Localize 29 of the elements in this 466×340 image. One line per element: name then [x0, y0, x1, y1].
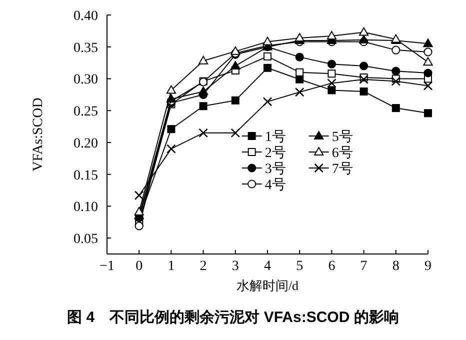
legend-label: 5号: [332, 130, 353, 145]
caption: 图 4 不同比例的剩余污泥对 VFAs:SCOD 的影响: [67, 309, 399, 326]
legend-label: 6号: [332, 146, 353, 161]
legend-label: 2号: [264, 146, 286, 161]
y-tick-label: 0.25: [74, 104, 98, 120]
y-tick-label: 0.30: [74, 72, 98, 88]
y-tick-label: 0.10: [74, 200, 98, 216]
y-tick-label: 0.15: [74, 168, 98, 184]
y-tick-label: 0.40: [74, 9, 98, 24]
x-tick-label: 1: [168, 259, 175, 274]
y-tick-label: 0.20: [74, 136, 98, 152]
x-tick-label: 6: [328, 259, 336, 274]
x-axis-title: 水解时间/d: [236, 278, 300, 293]
legend-label: 7号: [332, 162, 353, 177]
x-tick-label: 4: [264, 259, 271, 274]
legend-label: 3号: [264, 162, 286, 177]
x-tick-label: 3: [232, 259, 239, 274]
x-tick-label: 2: [200, 259, 207, 274]
x-tick-label: 5: [296, 259, 304, 274]
x-tick-label: 0: [136, 259, 143, 274]
x-tick-label: 7: [360, 259, 368, 274]
x-tick-label: 9: [424, 259, 432, 274]
legend-label: 4号: [264, 178, 286, 193]
y-axis-title: VFAs:SCOD: [31, 98, 46, 172]
x-tick-label: −1: [100, 259, 114, 274]
y-tick-label: 0.35: [74, 40, 98, 56]
y-tick-label: 0.05: [74, 232, 98, 248]
legend-label: 1号: [264, 130, 286, 145]
x-tick-label: 8: [392, 259, 400, 274]
